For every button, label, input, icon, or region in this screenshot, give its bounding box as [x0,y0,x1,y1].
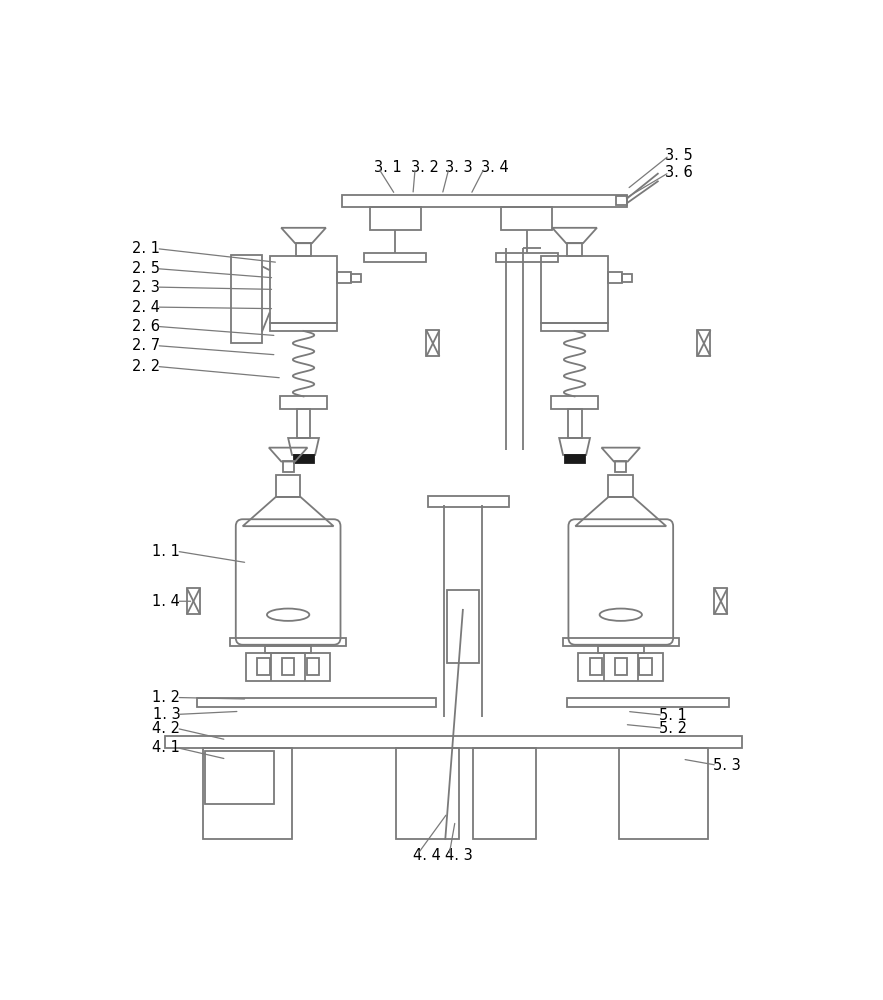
Bar [269,256,337,323]
Bar [502,207,552,230]
Text: 4. 2: 4. 2 [153,721,180,736]
Bar [337,272,351,283]
Bar [296,243,311,256]
Bar [257,658,269,675]
Bar [281,396,327,409]
Bar [473,748,536,839]
Bar [540,323,608,331]
Bar [230,638,346,646]
Bar [623,274,631,282]
Text: 2. 5: 2. 5 [132,261,161,276]
Bar [567,243,582,256]
Bar [165,736,743,748]
Bar [426,330,440,356]
Text: 4. 3: 4. 3 [445,848,473,863]
Text: 5. 2: 5. 2 [660,721,687,736]
Bar [265,646,311,653]
Text: 4. 4: 4. 4 [413,848,441,863]
Text: 3. 3: 3. 3 [445,160,473,175]
Bar [564,455,585,463]
Bar [552,396,598,409]
Bar [269,323,337,331]
Bar [365,253,426,262]
Text: 2. 1: 2. 1 [132,241,161,256]
Text: 1. 3: 1. 3 [153,707,180,722]
Text: 3. 2: 3. 2 [411,160,439,175]
Text: 5. 1: 5. 1 [660,708,687,723]
Bar [205,751,275,804]
Bar [615,658,627,675]
Bar [283,461,293,472]
Text: 4. 1: 4. 1 [153,740,180,755]
Bar [698,330,711,356]
Bar [447,590,479,663]
Text: 2. 3: 2. 3 [132,280,161,295]
Bar [187,588,200,614]
Bar [590,658,602,675]
Bar [245,653,330,681]
Bar [619,748,708,839]
Text: 3. 5: 3. 5 [666,148,693,163]
Bar [578,653,663,681]
Text: 1. 2: 1. 2 [153,690,180,705]
Bar [396,748,459,839]
Bar [297,409,311,438]
Bar [616,196,627,205]
Bar [568,409,582,438]
Text: 5. 3: 5. 3 [713,758,741,773]
Text: 1. 4: 1. 4 [153,594,180,609]
Bar [370,207,420,230]
Text: 2. 6: 2. 6 [132,319,161,334]
Bar [563,638,678,646]
Text: 1. 1: 1. 1 [153,544,180,559]
Text: 3. 4: 3. 4 [480,160,509,175]
Text: 3. 6: 3. 6 [666,165,693,180]
Text: 2. 7: 2. 7 [132,338,161,353]
Bar [306,658,319,675]
Bar [282,658,294,675]
Bar [608,272,623,283]
Bar [714,588,728,614]
Bar [639,658,652,675]
Bar [231,255,262,343]
Bar [608,475,633,497]
Bar [197,698,436,707]
Bar [428,496,509,507]
Bar [342,195,627,207]
Bar [540,256,608,323]
Bar [567,698,728,707]
Bar [203,748,292,839]
Text: 2. 2: 2. 2 [132,359,161,374]
Bar [598,646,644,653]
Bar [275,475,300,497]
Bar [615,461,626,472]
Text: 3. 1: 3. 1 [374,160,402,175]
Bar [293,455,313,463]
Text: 2. 4: 2. 4 [132,300,161,315]
Bar [351,274,360,282]
Bar [496,253,558,262]
